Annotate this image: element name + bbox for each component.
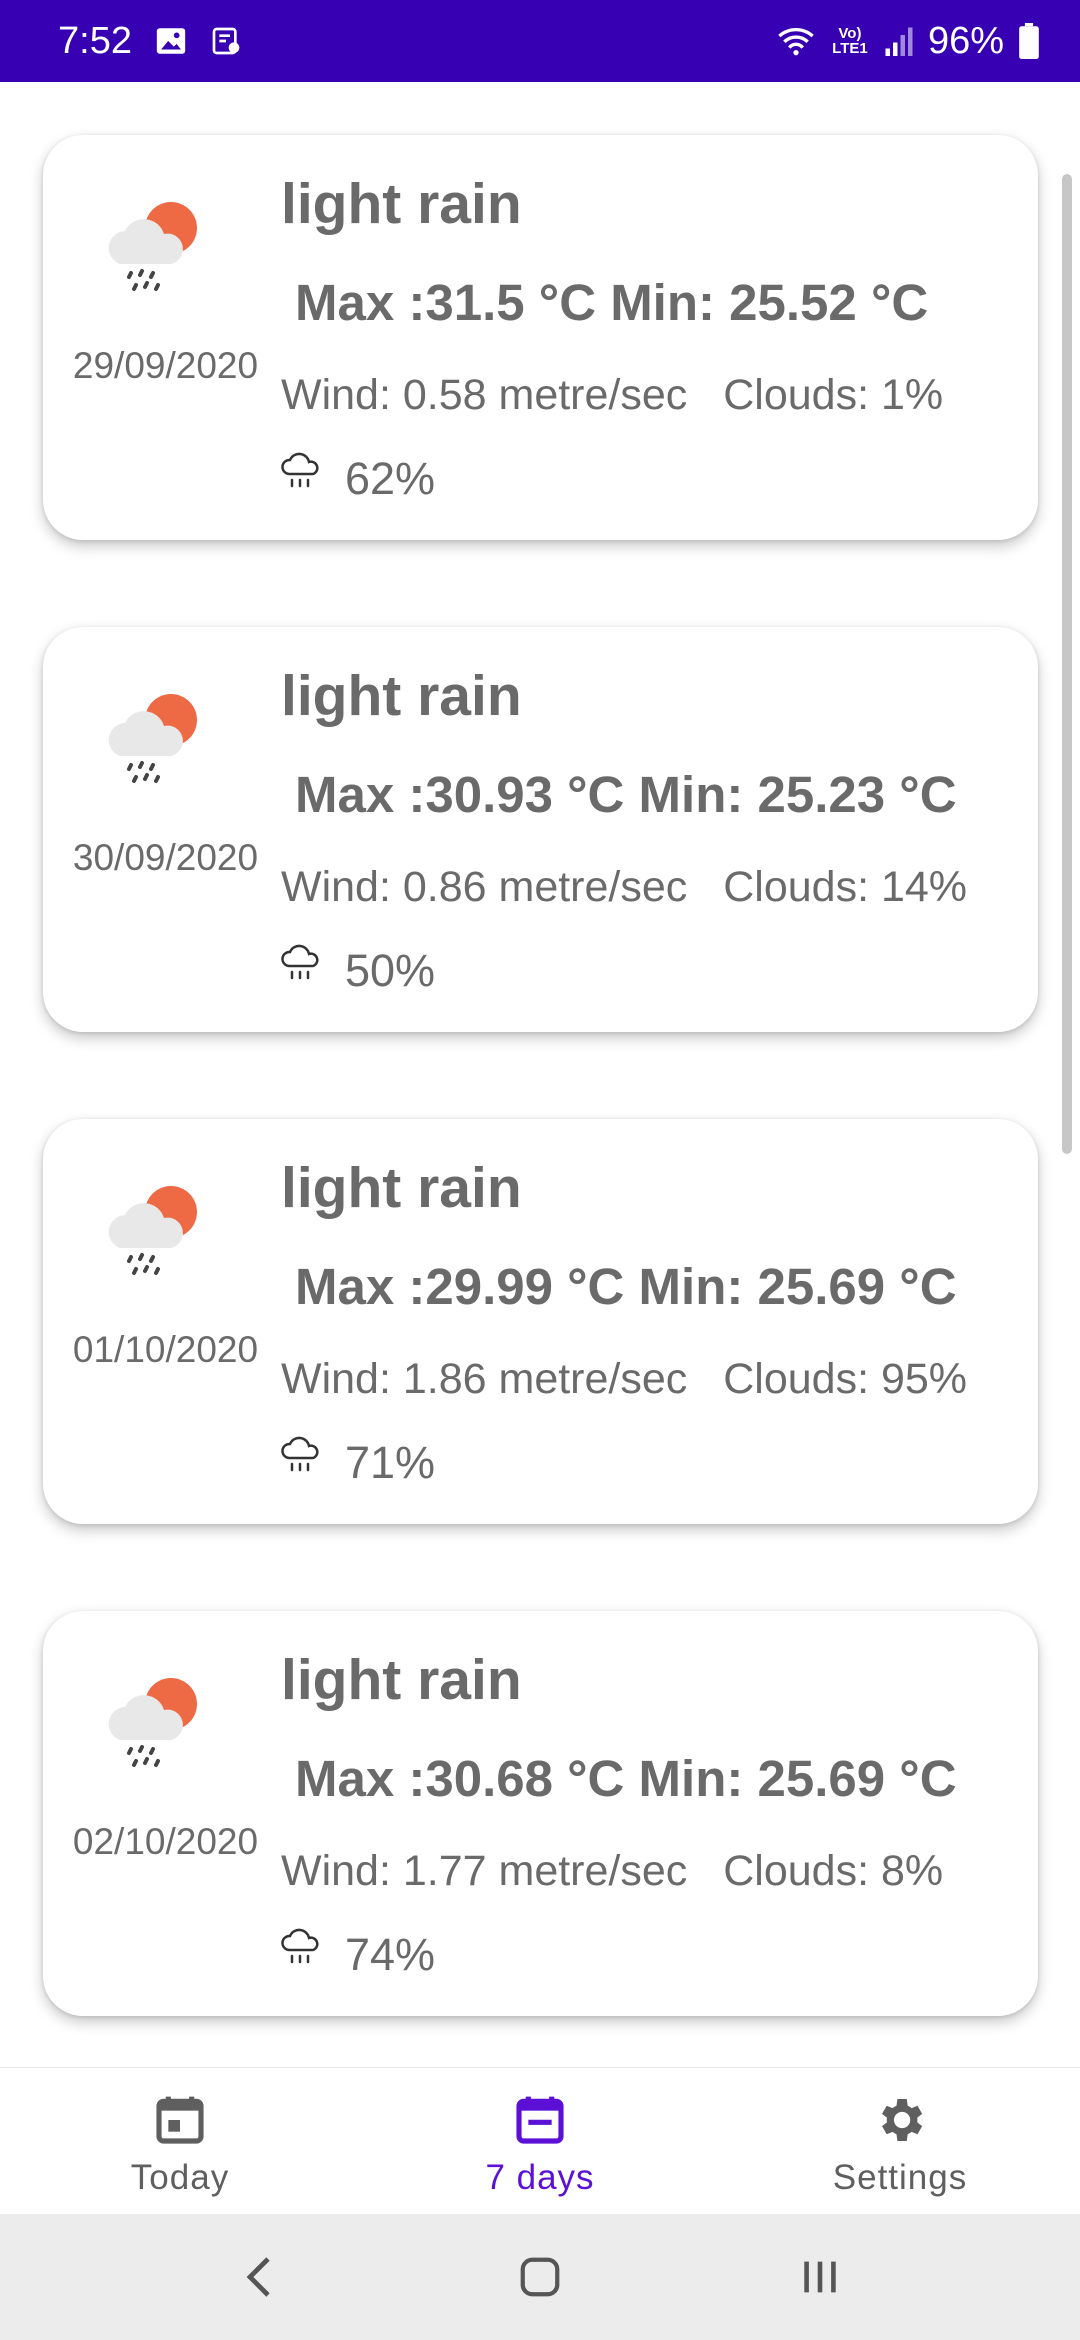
nav-7-days[interactable]: 7 days bbox=[360, 2068, 720, 2214]
rain-cloud-sun-icon bbox=[108, 1186, 197, 1275]
calendar-notification-icon bbox=[210, 25, 242, 57]
signal-icon bbox=[884, 24, 914, 58]
scrollbar[interactable] bbox=[1062, 174, 1072, 1154]
rain-cloud-sun-icon bbox=[108, 694, 197, 783]
rain-cloud-icon bbox=[281, 1928, 319, 1964]
rain-cloud-icon bbox=[281, 944, 319, 980]
wind-clouds-row: Wind: 0.58 metre/sec Clouds: 1% bbox=[281, 371, 943, 420]
back-button[interactable] bbox=[230, 2247, 290, 2307]
battery-percent: 96% bbox=[927, 19, 1004, 62]
calendar-icon bbox=[156, 2096, 204, 2144]
cloud-cover: Clouds: 1% bbox=[723, 371, 944, 419]
wind-speed: Wind: 0.58 metre/sec bbox=[281, 371, 688, 419]
rain-cloud-icon bbox=[281, 1436, 319, 1472]
nav-today-label: Today bbox=[130, 2158, 230, 2197]
cloud-cover: Clouds: 14% bbox=[723, 863, 968, 911]
wind-clouds-row: Wind: 0.86 metre/sec Clouds: 14% bbox=[281, 863, 967, 912]
recents-icon bbox=[804, 2261, 836, 2293]
wind-clouds-row: Wind: 1.86 metre/sec Clouds: 95% bbox=[281, 1355, 967, 1404]
home-button[interactable] bbox=[510, 2247, 570, 2307]
precipitation-chance: 71% bbox=[345, 1437, 436, 1488]
forecast-list[interactable]: 29/09/2020 light rain Max :31.5 °C Min: … bbox=[0, 82, 1080, 2067]
precipitation-chance: 62% bbox=[345, 453, 436, 504]
battery-icon bbox=[1018, 23, 1040, 59]
recents-button[interactable] bbox=[790, 2247, 850, 2307]
status-right: Vo) LTE1 96% bbox=[776, 20, 1040, 63]
system-navigation-bar bbox=[0, 2214, 1080, 2340]
cloud-cover: Clouds: 95% bbox=[723, 1355, 968, 1403]
wind-speed: Wind: 1.77 metre/sec bbox=[281, 1847, 688, 1895]
nav-settings[interactable]: Settings bbox=[720, 2068, 1080, 2214]
weather-description: light rain bbox=[281, 1156, 522, 1220]
forecast-date: 02/10/2020 bbox=[72, 1821, 259, 1862]
status-bar: 7:52 Vo) LTE1 96% bbox=[0, 0, 1080, 82]
calendar-icon bbox=[516, 2096, 564, 2144]
back-icon bbox=[246, 2257, 270, 2297]
forecast-card[interactable]: 01/10/2020 light rain Max :29.99 °C Min:… bbox=[43, 1119, 1038, 1524]
rain-cloud-icon bbox=[281, 452, 319, 488]
forecast-card[interactable]: 30/09/2020 light rain Max :30.93 °C Min:… bbox=[43, 627, 1038, 1032]
precipitation-chance: 74% bbox=[345, 1929, 436, 1980]
gear-icon bbox=[882, 2099, 923, 2141]
temperature-range: Max :30.68 °C Min: 25.69 °C bbox=[295, 1750, 957, 1807]
gallery-icon bbox=[154, 24, 188, 58]
bottom-navigation: Today 7 days Settings bbox=[0, 2067, 1080, 2214]
forecast-date: 29/09/2020 bbox=[72, 345, 259, 386]
rain-cloud-sun-icon bbox=[108, 1678, 197, 1767]
wind-speed: Wind: 0.86 metre/sec bbox=[281, 863, 688, 911]
wind-clouds-row: Wind: 1.77 metre/sec Clouds: 8% bbox=[281, 1847, 943, 1896]
weather-description: light rain bbox=[281, 664, 522, 728]
temperature-range: Max :29.99 °C Min: 25.69 °C bbox=[295, 1258, 957, 1315]
temperature-range: Max :31.5 °C Min: 25.52 °C bbox=[295, 274, 929, 331]
home-icon bbox=[520, 2257, 560, 2297]
nav-today[interactable]: Today bbox=[0, 2068, 360, 2214]
forecast-card[interactable]: 29/09/2020 light rain Max :31.5 °C Min: … bbox=[43, 135, 1038, 540]
nav-7-days-label: 7 days bbox=[485, 2158, 595, 2197]
forecast-date: 30/09/2020 bbox=[72, 837, 259, 878]
precipitation-chance: 50% bbox=[345, 945, 436, 996]
forecast-date: 01/10/2020 bbox=[72, 1329, 259, 1370]
cloud-cover: Clouds: 8% bbox=[723, 1847, 944, 1895]
rain-cloud-sun-icon bbox=[108, 202, 197, 291]
wifi-icon bbox=[776, 24, 816, 58]
volte-icon: Vo) LTE1 bbox=[832, 25, 868, 57]
temperature-range: Max :30.93 °C Min: 25.23 °C bbox=[295, 766, 957, 823]
nav-settings-label: Settings bbox=[832, 2158, 968, 2197]
status-time: 7:52 bbox=[58, 19, 132, 62]
forecast-card[interactable]: 02/10/2020 light rain Max :30.68 °C Min:… bbox=[43, 1611, 1038, 2016]
wind-speed: Wind: 1.86 metre/sec bbox=[281, 1355, 688, 1403]
status-left: 7:52 bbox=[58, 20, 242, 63]
weather-description: light rain bbox=[281, 172, 522, 236]
weather-description: light rain bbox=[281, 1648, 522, 1712]
